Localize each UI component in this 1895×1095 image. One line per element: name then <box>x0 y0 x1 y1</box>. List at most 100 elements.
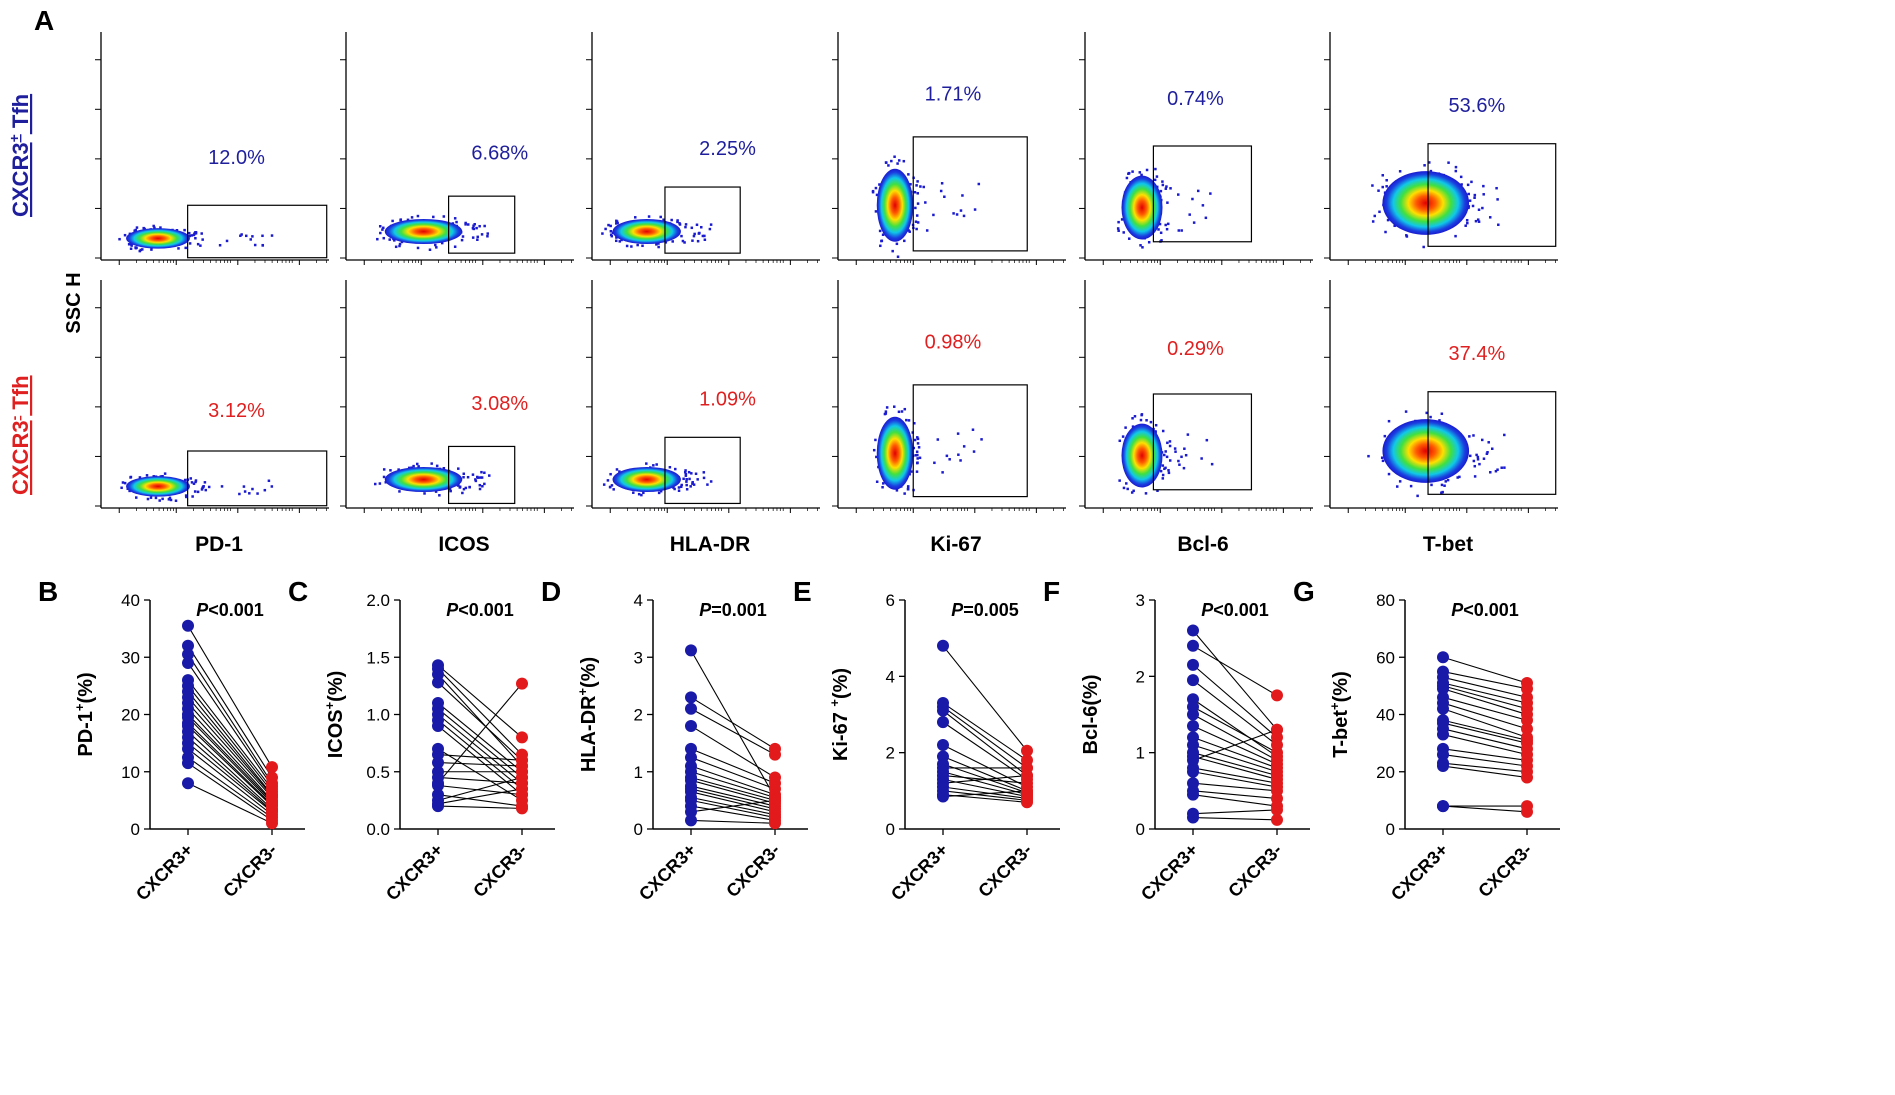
flow-event-dot <box>1154 167 1157 171</box>
flow-event-dot <box>939 189 943 193</box>
flow-event-dot <box>196 242 200 246</box>
data-point-cxcr3-pos <box>685 719 697 732</box>
pair-line <box>942 790 1028 798</box>
x-category-label-cxcr3: CXCR3- <box>974 840 1036 902</box>
flow-event-dot <box>1161 429 1165 433</box>
flow-event-dot <box>192 482 196 485</box>
pair-line <box>437 754 523 761</box>
flow-event-dot <box>1380 456 1384 459</box>
flow-event-dot <box>379 231 382 235</box>
pair-line <box>437 805 523 809</box>
flow-event-dot <box>680 483 683 487</box>
data-point-cxcr3-neg <box>1021 784 1033 797</box>
flow-event-dot <box>689 485 692 488</box>
flow-event-dot <box>905 418 908 422</box>
flow-event-dot <box>701 234 705 238</box>
flow-event-dot <box>1168 444 1172 448</box>
flow-event-dot <box>1192 221 1196 224</box>
flow-event-dot <box>174 499 178 502</box>
flow-event-dot <box>694 472 698 476</box>
pair-line <box>437 762 523 767</box>
flow-event-dot <box>609 485 612 489</box>
data-point-cxcr3-pos <box>182 619 194 632</box>
data-point-cxcr3-pos <box>685 814 697 827</box>
flow-event-dot <box>642 491 645 495</box>
flow-event-dot <box>416 214 420 218</box>
flow-event-dot <box>908 230 911 233</box>
flow-event-dot <box>919 185 922 188</box>
flow-event-dot <box>1468 199 1472 202</box>
flow-event-dot <box>464 486 468 490</box>
flow-event-dot <box>1440 491 1443 495</box>
flow-event-dot <box>677 486 681 489</box>
flow-event-dot <box>1118 479 1121 482</box>
flow-event-dot <box>1378 210 1381 214</box>
flow-event-dot <box>915 450 919 454</box>
pair-line <box>942 702 1028 761</box>
flow-event-dot <box>220 485 224 488</box>
flow-event-dot <box>880 239 883 243</box>
flow-event-dot <box>895 242 899 246</box>
flow-event-dot <box>449 489 452 493</box>
flow-event-dot <box>874 438 877 442</box>
flow-event-dot <box>940 182 944 185</box>
pair-line <box>1442 702 1528 730</box>
y-tick-label: 0 <box>634 820 643 839</box>
flow-event-dot <box>1480 438 1484 442</box>
flow-event-dot <box>251 235 254 238</box>
flow-event-dot <box>687 470 691 474</box>
flow-event-dot <box>462 475 465 479</box>
data-point-cxcr3-pos <box>937 716 949 729</box>
flow-gate <box>1152 393 1253 491</box>
flow-event-dot <box>1141 246 1144 249</box>
flow-event-dot <box>915 184 918 187</box>
flow-event-dot <box>1130 491 1134 494</box>
data-point-cxcr3-pos <box>1187 639 1199 652</box>
flow-event-dot <box>474 479 478 483</box>
flow-event-dot <box>434 490 438 493</box>
data-point-cxcr3-pos <box>1437 651 1449 664</box>
flow-event-dot <box>248 492 251 495</box>
flow-event-dot <box>673 487 676 491</box>
flow-event-dot <box>688 477 691 481</box>
flow-event-dot <box>1428 161 1431 164</box>
flow-event-dot <box>1425 411 1428 415</box>
flow-event-dot <box>143 227 146 231</box>
pair-line <box>437 788 523 805</box>
flow-event-dot <box>1422 245 1425 249</box>
pair-line <box>1442 719 1528 741</box>
flow-event-dot <box>1177 193 1180 196</box>
flow-event-dot <box>1121 435 1125 438</box>
flow-event-dot <box>462 472 466 476</box>
flow-marker-label-bcl-6: Bcl-6 <box>1177 533 1228 556</box>
pair-line <box>1442 708 1528 738</box>
flow-event-dot <box>906 485 910 489</box>
flow-event-dot <box>607 223 610 227</box>
flow-event-dot <box>609 224 612 228</box>
flow-gate-percent: 0.74% <box>1167 88 1224 110</box>
flow-event-dot <box>188 242 192 245</box>
flow-event-dot <box>167 498 171 501</box>
pair-line <box>942 790 1028 801</box>
flow-event-dot <box>1117 229 1120 232</box>
flow-density-cluster <box>384 466 463 493</box>
flow-event-dot <box>709 223 713 226</box>
pair-line <box>1442 722 1528 744</box>
flow-event-dot <box>1161 464 1165 467</box>
flow-event-dot <box>1466 221 1469 225</box>
data-point-cxcr3-neg <box>1521 771 1533 784</box>
data-point-cxcr3-pos <box>432 719 444 732</box>
flow-event-dot <box>1161 473 1165 477</box>
flow-event-dot <box>959 209 963 212</box>
pair-line <box>187 725 273 807</box>
flow-event-dot <box>202 485 205 488</box>
data-point-cxcr3-neg <box>516 771 528 784</box>
pair-line <box>437 776 523 784</box>
flow-density-cluster <box>612 218 681 245</box>
flow-event-dot <box>479 476 482 479</box>
flow-event-dot <box>913 422 916 425</box>
data-point-cxcr3-pos <box>1437 748 1449 761</box>
flow-event-dot <box>225 239 229 243</box>
